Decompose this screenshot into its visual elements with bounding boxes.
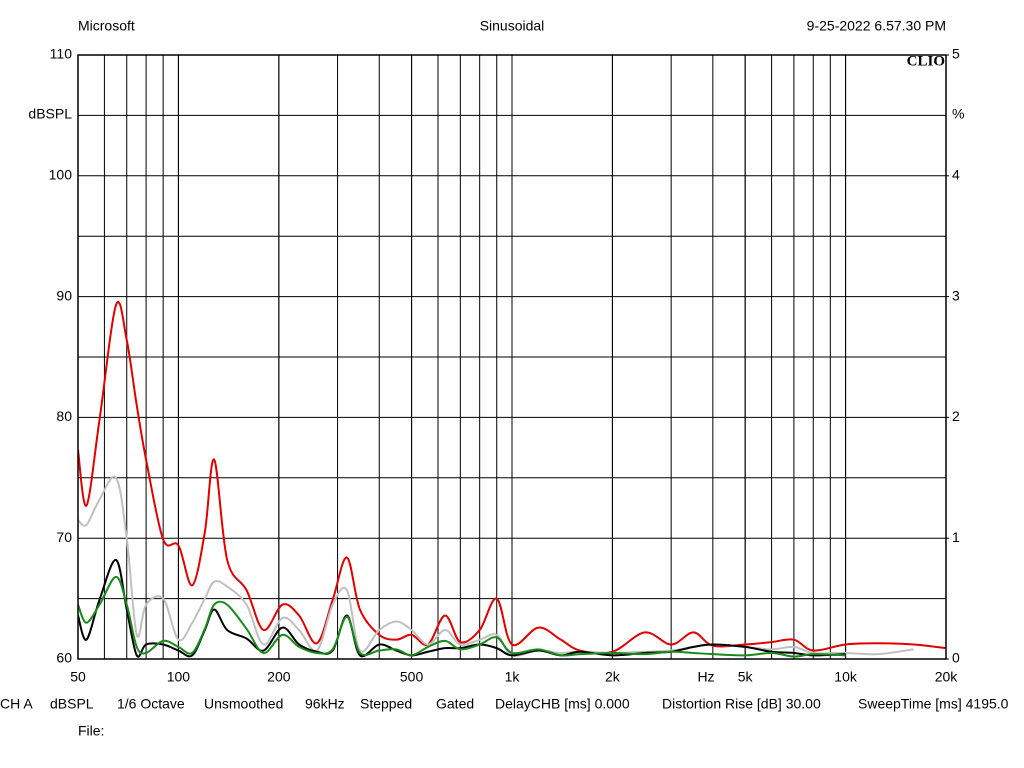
footer-setting: Gated (436, 696, 474, 712)
y2-axis-label: % (952, 106, 964, 122)
footer-setting: SweepTime [ms] 4195.0 (858, 696, 1009, 712)
brand: CLIO (907, 53, 945, 69)
distortion-curve (78, 301, 946, 655)
y-axis-label: dBSPL (28, 106, 72, 122)
y-tick-label: 110 (50, 46, 73, 62)
y-tick-label: 80 (56, 408, 72, 424)
footer-setting: Distortion Rise [dB] 30.00 (662, 696, 821, 712)
x-tick-label: 100 (167, 669, 191, 685)
footer-setting: Stepped (360, 696, 412, 712)
x-tick-label: 2k (605, 669, 621, 685)
x-tick-label: 200 (267, 669, 291, 685)
y2-tick-label: 5 (952, 46, 960, 62)
x-unit: Hz (697, 669, 714, 685)
footer-setting: DelayCHB [ms] 0.000 (495, 696, 630, 712)
x-tick-label: 10k (834, 669, 858, 685)
y-tick-label: 70 (56, 529, 72, 545)
header-center: Sinusoidal (480, 18, 545, 34)
y-tick-label: 90 (56, 287, 72, 303)
distortion-curve (78, 475, 914, 657)
y2-tick-label: 3 (952, 287, 960, 303)
y2-tick-label: 4 (952, 167, 960, 183)
y2-tick-label: 2 (952, 408, 960, 424)
x-tick-label: 20k (935, 669, 959, 685)
y2-tick-label: 0 (952, 650, 960, 666)
header-left: Microsoft (78, 18, 135, 34)
x-tick-label: 50 (70, 669, 86, 685)
header-right: 9-25-2022 6.57.30 PM (807, 18, 946, 34)
x-tick-label: 1k (505, 669, 521, 685)
plot-frame (77, 54, 947, 660)
file-label: File: (78, 723, 104, 739)
y-tick-label: 100 (49, 167, 73, 183)
footer-setting: dBSPL (50, 696, 94, 712)
footer-setting: Unsmoothed (204, 696, 283, 712)
footer-setting: CH A (0, 696, 33, 712)
footer-setting: 1/6 Octave (117, 696, 185, 712)
x-tick-label: 5k (738, 669, 754, 685)
footer-setting: 96kHz (305, 696, 345, 712)
y-tick-label: 60 (56, 650, 72, 666)
x-tick-label: 500 (400, 669, 424, 685)
distortion-curve (78, 575, 846, 658)
y2-tick-label: 1 (952, 529, 960, 545)
